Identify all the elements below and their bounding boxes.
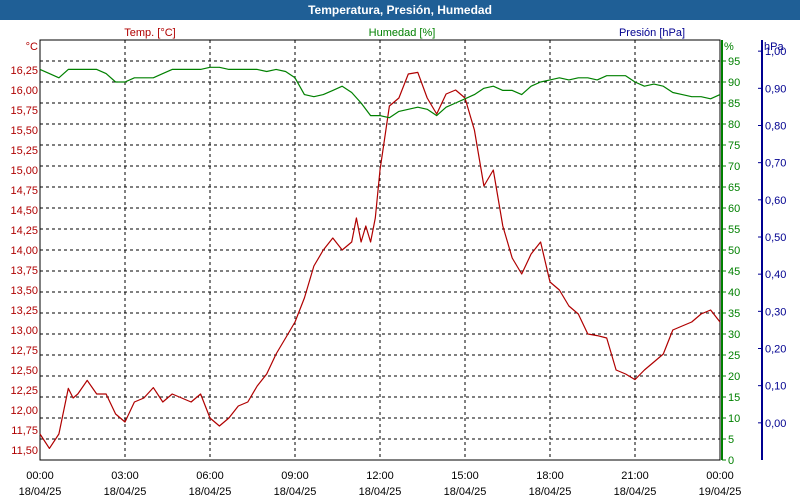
x-tick-label: 06:00 (196, 470, 224, 482)
humidity-tick-label: 55 (728, 224, 740, 236)
humidity-tick-label: 65 (728, 182, 740, 194)
humidity-series-line (39, 66, 721, 119)
temp-tick-label: 16,25 (10, 65, 38, 77)
x-date-label: 18/04/25 (614, 486, 657, 498)
x-tick-label: 18:00 (536, 470, 564, 482)
pressure-tick-label: 0,80 (765, 120, 786, 132)
humidity-unit-label: % (724, 41, 734, 53)
temp-tick-label: 15,00 (10, 165, 38, 177)
x-date-label: 19/04/25 (699, 486, 742, 498)
temp-tick-label: 15,50 (10, 125, 38, 137)
pressure-unit-label: hPa (764, 41, 784, 53)
temp-tick-label: 12,50 (10, 365, 38, 377)
temp-tick-label: 14,25 (10, 225, 38, 237)
x-tick-label: 00:00 (706, 470, 734, 482)
pressure-tick-label: 0,70 (765, 158, 786, 170)
humidity-tick-label: 75 (728, 140, 740, 152)
humidity-tick-label: 60 (728, 203, 740, 215)
pressure-tick-label: 0,30 (765, 306, 786, 318)
humidity-tick-label: 70 (728, 161, 740, 173)
x-tick-label: 00:00 (26, 470, 54, 482)
axes-layer: 00:00 18/04/25 03:00 18/04/25 06:00 18/04/25 0… (10, 40, 786, 498)
temp-tick-label: 13,75 (10, 265, 38, 277)
temp-tick-label: 14,50 (10, 205, 38, 217)
temp-tick-label: 14,00 (10, 245, 38, 257)
temp-tick-label: 12,75 (10, 345, 38, 357)
pressure-tick-label: 0,50 (765, 232, 786, 244)
x-date-label: 18/04/25 (529, 486, 572, 498)
pressure-tick-label: 0,10 (765, 381, 786, 393)
humidity-tick-label: 25 (728, 350, 740, 362)
temp-tick-label: 13,50 (10, 285, 38, 297)
humidity-tick-label: 35 (728, 308, 740, 320)
humidity-tick-label: 10 (728, 413, 740, 425)
pressure-tick-label: 0,90 (765, 83, 786, 95)
humidity-tick-label: 45 (728, 266, 740, 278)
x-tick-label: 21:00 (621, 470, 649, 482)
temp-tick-label: 11,50 (11, 445, 38, 457)
humidity-tick-label: 50 (728, 245, 740, 257)
x-tick-label: 09:00 (281, 470, 309, 482)
x-date-label: 18/04/25 (104, 486, 147, 498)
x-tick-label: 15:00 (451, 470, 479, 482)
pressure-tick-label: 0,20 (765, 343, 786, 355)
x-date-label: 18/04/25 (444, 486, 487, 498)
x-tick-label: 12:00 (366, 470, 394, 482)
temperature-series-line (39, 71, 721, 449)
temp-tick-label: 14,75 (10, 185, 38, 197)
temp-tick-label: 11,75 (11, 425, 38, 437)
grid (39, 39, 721, 461)
pressure-tick-label: 1,00 (765, 46, 786, 58)
temp-tick-label: 13,25 (10, 305, 38, 317)
humidity-tick-label: 95 (728, 56, 740, 68)
humidity-tick-label: 0 (728, 455, 734, 467)
humidity-tick-label: 90 (728, 77, 740, 89)
pressure-tick-label: 0,40 (765, 269, 786, 281)
temp-axis-label: Temp. [°C] (124, 27, 175, 39)
humidity-axis-label: Humedad [%] (369, 27, 436, 39)
chart-title: Temperatura, Presión, Humedad (0, 0, 800, 20)
temp-tick-label: 12,00 (10, 405, 38, 417)
x-date-label: 18/04/25 (19, 486, 62, 498)
temp-tick-label: 15,25 (10, 145, 38, 157)
series-layer (39, 66, 721, 449)
humidity-tick-label: 85 (728, 98, 740, 110)
pressure-tick-label: 0,60 (765, 195, 786, 207)
humidity-tick-label: 5 (728, 434, 734, 446)
pressure-axis-label: Presión [hPa] (619, 27, 685, 39)
humidity-tick-label: 20 (728, 371, 740, 383)
pressure-tick-label: 0,00 (765, 418, 786, 430)
x-date-label: 18/04/25 (359, 486, 402, 498)
humidity-tick-label: 40 (728, 287, 740, 299)
x-date-label: 18/04/25 (274, 486, 317, 498)
temp-tick-label: 16,00 (10, 85, 38, 97)
temp-tick-label: 13,00 (10, 325, 38, 337)
humidity-tick-label: 80 (728, 119, 740, 131)
x-tick-label: 03:00 (111, 470, 139, 482)
humidity-tick-label: 15 (728, 392, 740, 404)
temp-unit-label: °C (26, 41, 38, 53)
x-date-label: 18/04/25 (189, 486, 232, 498)
temp-tick-label: 12,25 (10, 385, 38, 397)
temp-tick-label: 15,75 (10, 105, 38, 117)
humidity-tick-label: 30 (728, 329, 740, 341)
